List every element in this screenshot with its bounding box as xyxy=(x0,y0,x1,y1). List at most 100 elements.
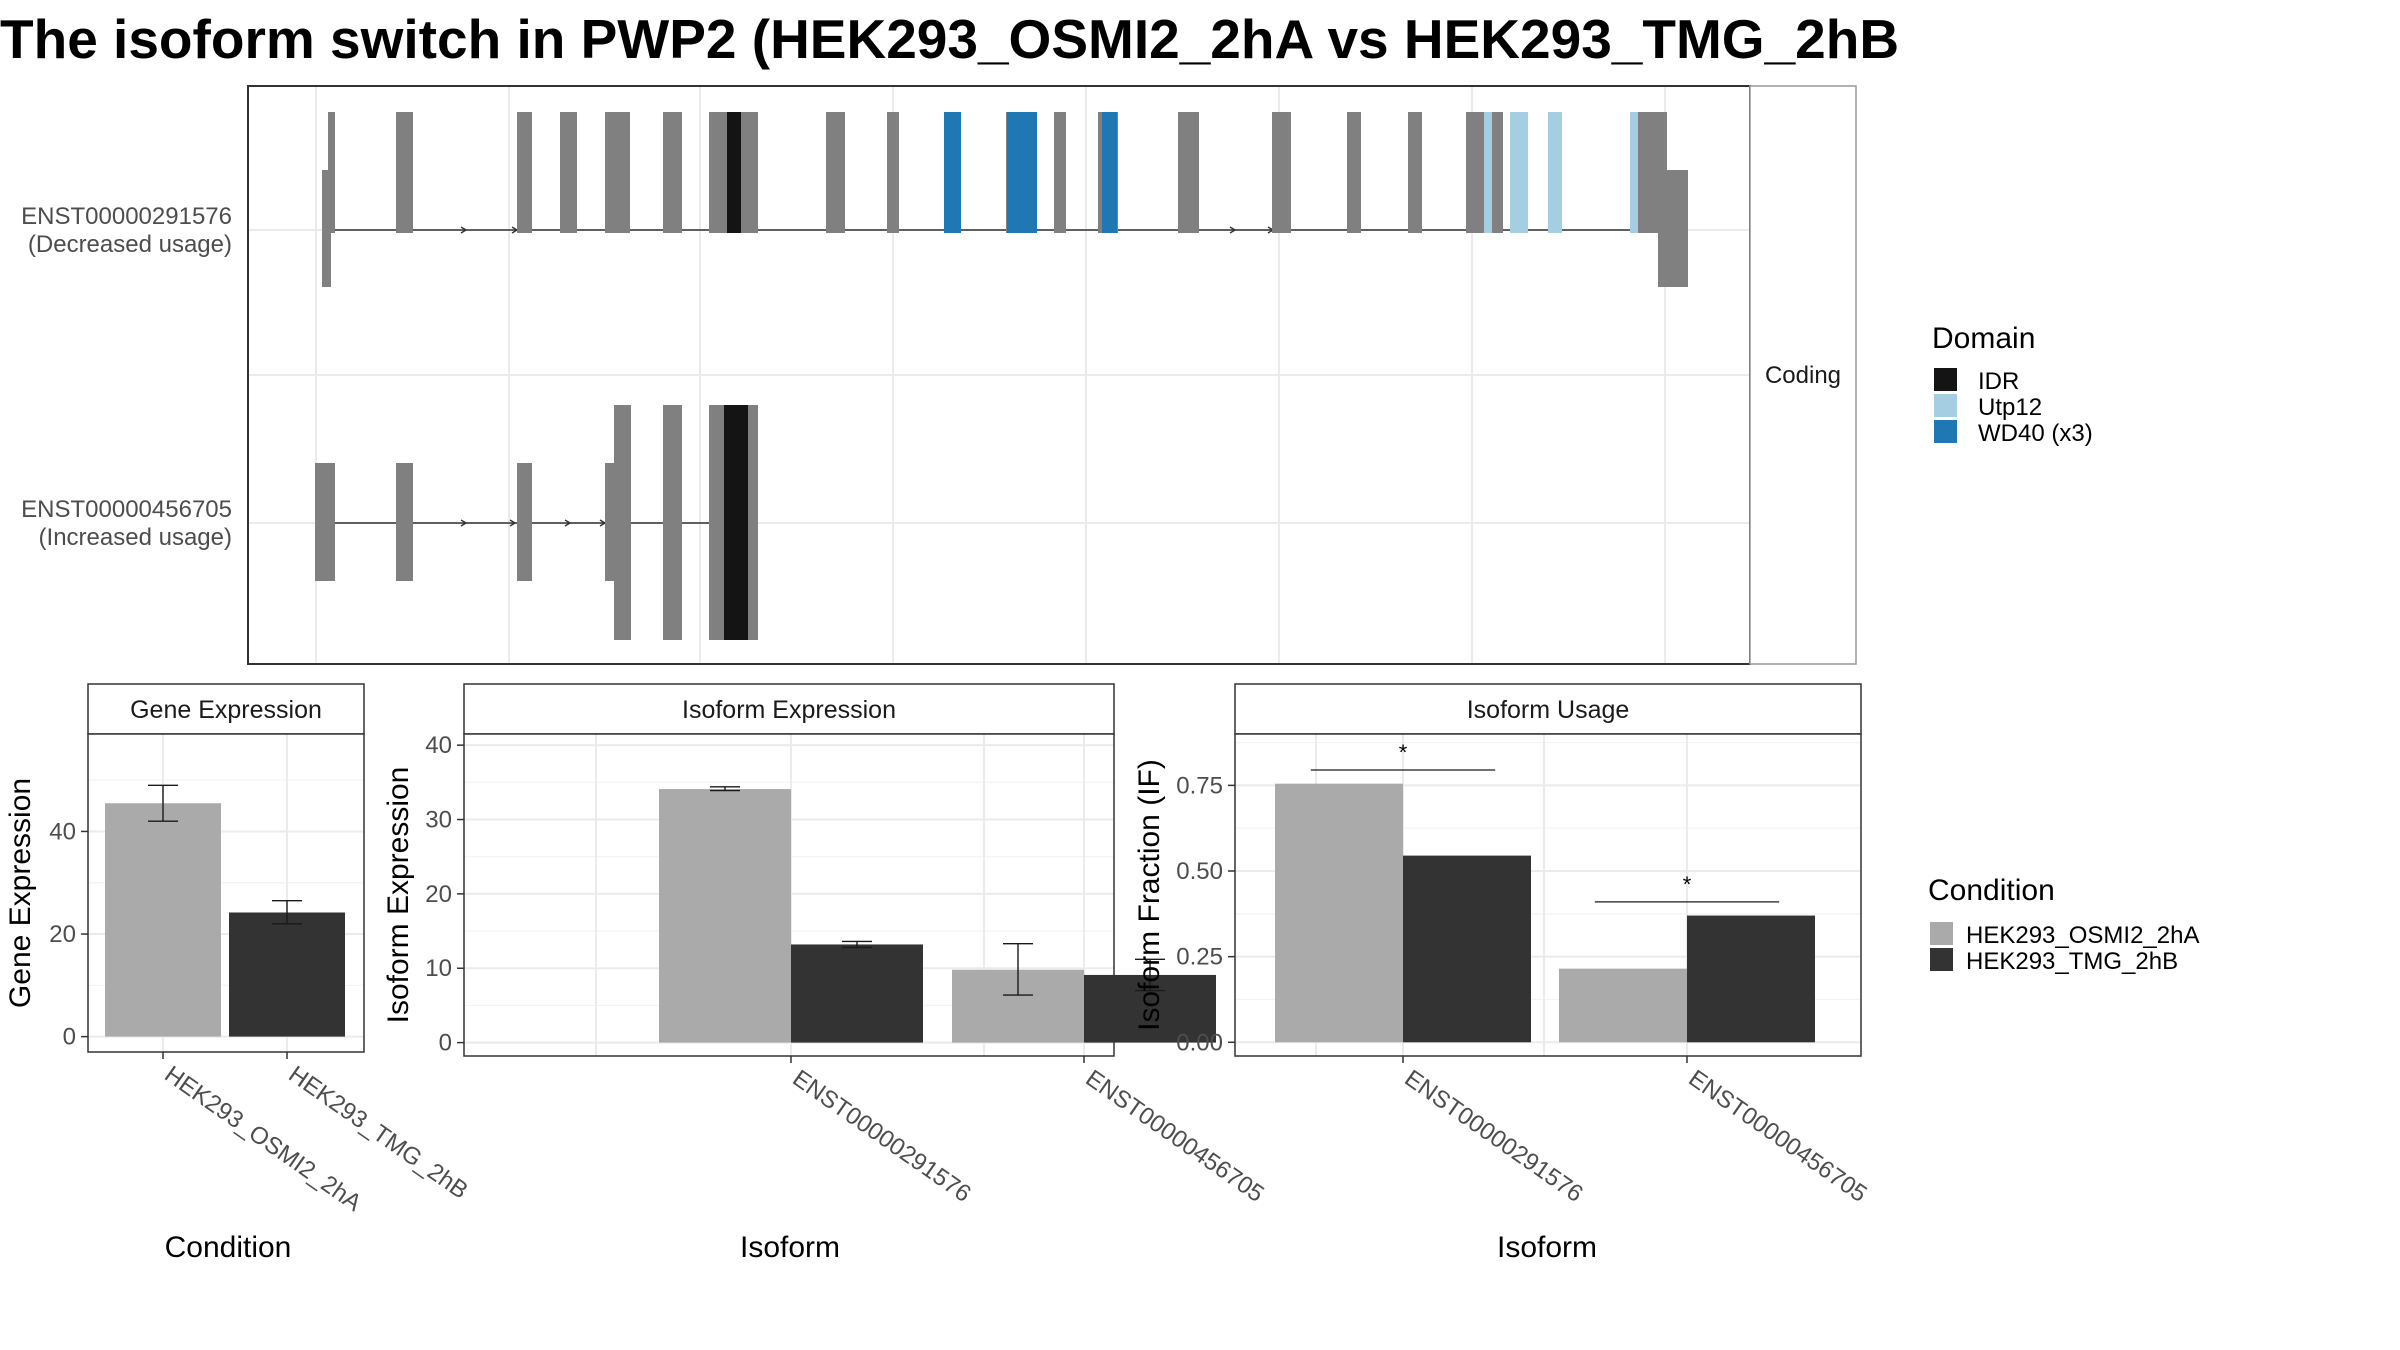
exon xyxy=(1007,112,1037,233)
y-tick-label: 40 xyxy=(49,818,76,845)
legend-label-utp12: Utp12 xyxy=(1978,394,2042,421)
y-tick-label: 0.50 xyxy=(1176,858,1223,885)
panel-strip xyxy=(87,683,365,735)
panel-strip xyxy=(1234,683,1862,735)
panel-strip-label: Gene Expression xyxy=(130,696,322,724)
transcript-usage-1: (Decreased usage) xyxy=(28,231,232,258)
coding-strip-label: Coding xyxy=(1765,362,1841,389)
exon xyxy=(322,170,331,287)
y-axis-title: Gene Expression xyxy=(4,778,37,1008)
exon xyxy=(663,405,682,640)
bar xyxy=(1687,915,1815,1043)
intron-arrow xyxy=(460,226,468,234)
y-tick-label: 0 xyxy=(63,1024,76,1051)
exon xyxy=(605,112,630,233)
intron-arrow xyxy=(509,519,517,527)
structure-tracks xyxy=(315,112,1688,640)
exon xyxy=(605,463,615,581)
bar xyxy=(229,912,345,1037)
bar xyxy=(659,789,791,1043)
intron-arrow xyxy=(1229,226,1237,234)
exon xyxy=(1272,112,1291,233)
bar xyxy=(1403,855,1531,1043)
legend-label-condition-b: HEK293_TMG_2hB xyxy=(1966,948,2178,975)
significance-label: * xyxy=(1399,740,1408,765)
plot-border xyxy=(87,733,365,1053)
y-tick-label: 10 xyxy=(425,955,452,982)
plot-border xyxy=(1234,733,1862,1057)
exon xyxy=(396,463,413,581)
bar xyxy=(791,944,923,1043)
exon xyxy=(1408,112,1422,233)
panel-strip-label: Isoform Usage xyxy=(1467,696,1630,724)
exon xyxy=(1510,112,1528,233)
x-axis-title: Condition xyxy=(165,1231,292,1264)
exon xyxy=(944,112,961,233)
exon xyxy=(1630,112,1638,233)
exon xyxy=(727,112,741,233)
legend-key-wd40 xyxy=(1934,420,1957,443)
x-tick-label: ENST00000456705 xyxy=(1684,1065,1872,1208)
y-tick-label: 30 xyxy=(425,807,452,834)
y-tick-label: 0.00 xyxy=(1176,1029,1223,1056)
exon xyxy=(1484,112,1492,233)
x-tick-label: ENST00000291576 xyxy=(1400,1065,1588,1208)
legend-key-idr xyxy=(1934,368,1957,391)
legend-label-idr: IDR xyxy=(1978,368,2019,395)
exon xyxy=(1548,112,1562,233)
exon xyxy=(328,112,335,233)
condition-legend: Condition HEK293_OSMI2_2hA HEK293_TMG_2h… xyxy=(1928,874,2199,975)
legend-label-condition-a: HEK293_OSMI2_2hA xyxy=(1966,922,2199,949)
bar xyxy=(105,803,221,1037)
exon xyxy=(1658,170,1688,287)
exon xyxy=(826,112,845,233)
exon xyxy=(887,112,899,233)
figure-title: The isoform switch in PWP2 (HEK293_OSMI2… xyxy=(0,8,1899,70)
x-tick-label: HEK293_OSMI2_2hA xyxy=(160,1061,367,1217)
bar xyxy=(1559,968,1687,1043)
bar xyxy=(1275,783,1403,1043)
exon xyxy=(560,112,577,233)
transcript-structure-panel: Coding ENST00000291576 (Decreased usage)… xyxy=(21,85,1857,665)
legend-key-utp12 xyxy=(1934,394,1957,417)
panel-strip xyxy=(463,683,1115,735)
exon xyxy=(663,112,682,233)
transcript-label-2: ENST00000456705 xyxy=(21,496,232,523)
significance-label: * xyxy=(1683,872,1692,897)
x-axis-title: Isoform xyxy=(1497,1231,1597,1264)
transcript-usage-2: (Increased usage) xyxy=(39,524,232,551)
y-axis-title: Isoform Fraction (IF) xyxy=(1133,759,1166,1031)
y-tick-label: 20 xyxy=(49,921,76,948)
domain-legend: Domain IDR Utp12 WD40 (x3) xyxy=(1932,322,2093,447)
exon xyxy=(1102,112,1117,233)
coding-strip xyxy=(1749,85,1857,665)
y-tick-label: 0.25 xyxy=(1176,944,1223,971)
y-tick-label: 0 xyxy=(439,1030,452,1057)
exon xyxy=(396,112,413,233)
exon xyxy=(1347,112,1361,233)
plot-border xyxy=(463,733,1115,1057)
panel-strip-label: Isoform Expression xyxy=(682,696,896,724)
intron-arrow xyxy=(460,519,468,527)
exon xyxy=(724,405,748,640)
x-tick-label: ENST00000291576 xyxy=(788,1065,976,1208)
exon xyxy=(517,463,532,581)
x-tick-label: ENST00000456705 xyxy=(1081,1065,1269,1208)
transcript-label-1: ENST00000291576 xyxy=(21,203,232,230)
exon xyxy=(614,405,631,640)
y-tick-label: 20 xyxy=(425,881,452,908)
exon xyxy=(1054,112,1066,233)
condition-legend-title: Condition xyxy=(1928,874,2055,907)
legend-key-condition-a xyxy=(1930,922,1953,945)
y-tick-label: 40 xyxy=(425,732,452,759)
x-axis-title: Isoform xyxy=(740,1231,840,1264)
domain-legend-title: Domain xyxy=(1932,322,2035,355)
exon xyxy=(1178,112,1199,233)
exon xyxy=(517,112,532,233)
exon xyxy=(752,463,757,581)
intron-arrow xyxy=(564,519,572,527)
legend-label-wd40: WD40 (x3) xyxy=(1978,420,2093,447)
y-axis-title: Isoform Expression xyxy=(382,767,415,1024)
legend-key-condition-b xyxy=(1930,948,1953,971)
